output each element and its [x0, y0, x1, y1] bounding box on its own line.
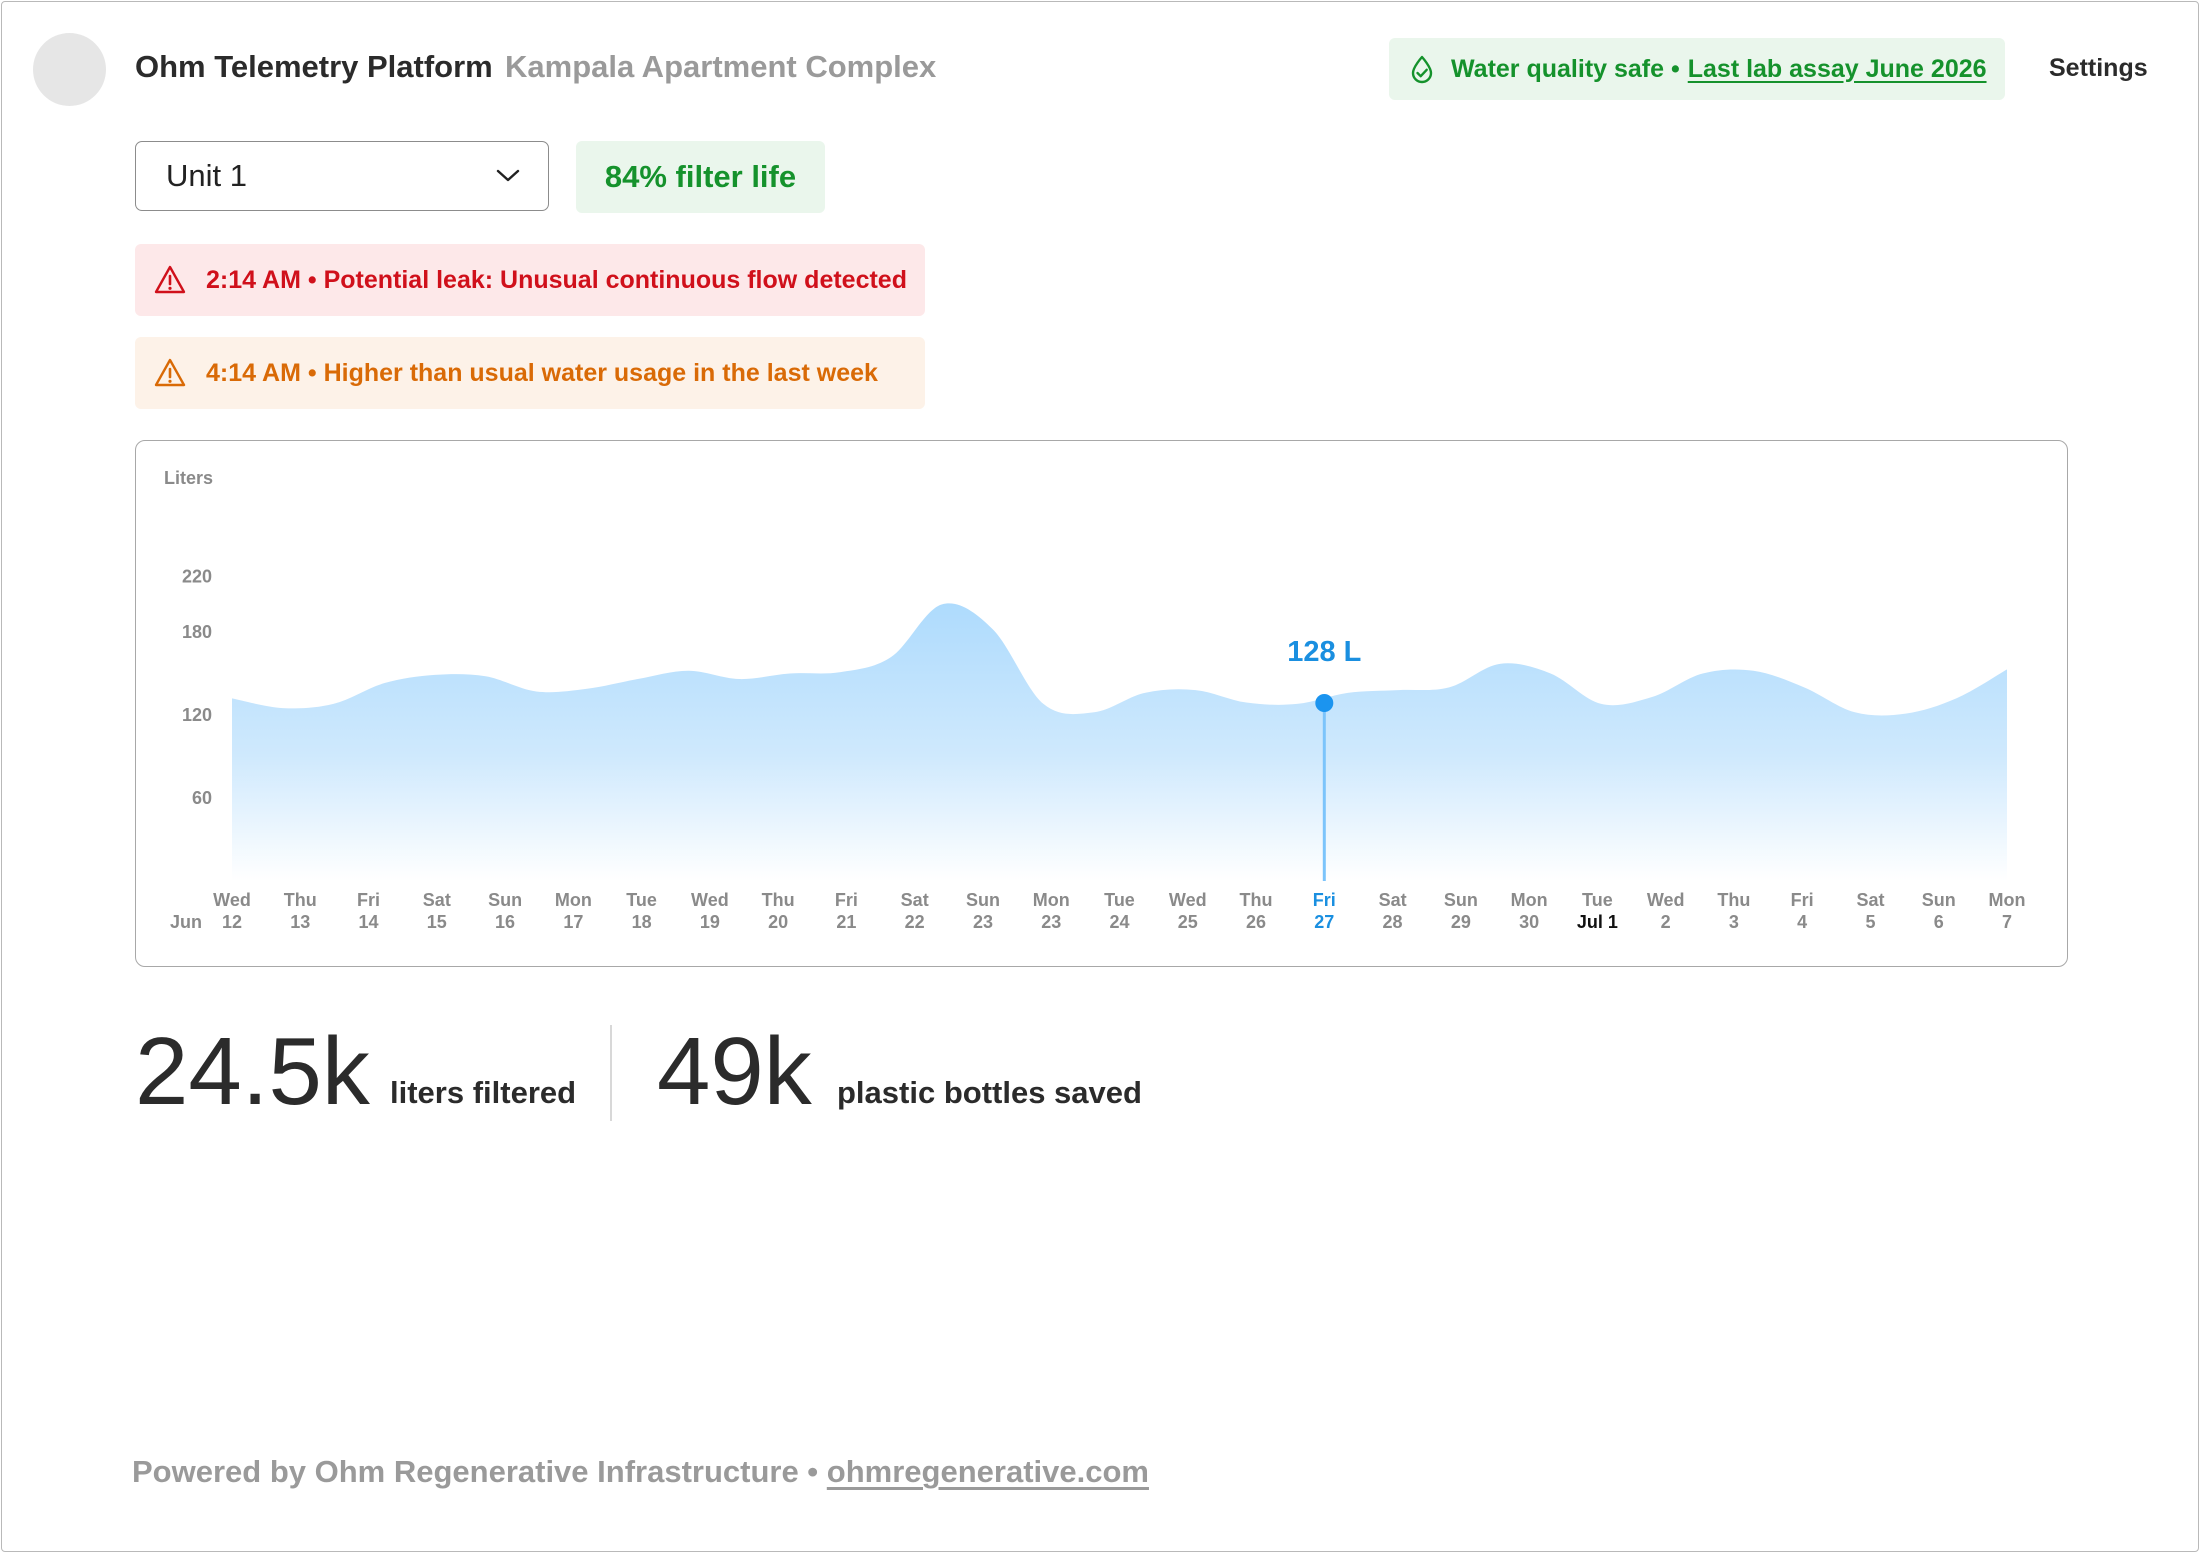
x-tick-date: 12 — [222, 912, 242, 932]
x-tick-date: 14 — [359, 912, 379, 932]
x-tick-date: Jul 1 — [1577, 912, 1618, 932]
unit-select-value: Unit 1 — [166, 158, 247, 193]
x-tick-day: Fri — [357, 890, 380, 910]
x-tick-day: Thu — [284, 890, 317, 910]
x-tick-date: 13 — [290, 912, 310, 932]
x-tick-date: 27 — [1314, 912, 1334, 932]
water-usage-chart-svg[interactable]: Liters60120180220Wed12Thu13Fri14Sat15Sun… — [136, 441, 2066, 965]
leak-alert[interactable]: 2:14 AM • Potential leak: Unusual contin… — [135, 244, 925, 316]
filter-life-badge: 84% filter life — [576, 141, 825, 213]
usage-alert[interactable]: 4:14 AM • Higher than usual water usage … — [135, 337, 925, 409]
x-tick-date: 2 — [1661, 912, 1671, 932]
usage-area — [232, 603, 2007, 881]
x-tick-day: Sun — [1444, 890, 1478, 910]
x-tick-date: 7 — [2002, 912, 2012, 932]
liters-filtered-label: liters filtered — [390, 1075, 577, 1110]
bottles-saved-value: 49k — [657, 1018, 812, 1125]
warning-triangle-icon — [154, 265, 186, 294]
x-tick-date: 18 — [632, 912, 652, 932]
x-tick-date: 21 — [836, 912, 856, 932]
x-tick-date: 17 — [563, 912, 583, 932]
water-quality-status: Water quality safe • — [1451, 54, 1680, 83]
x-tick-day: Thu — [1240, 890, 1273, 910]
x-tick-date: 29 — [1451, 912, 1471, 932]
water-usage-chart: Liters 60 120 180 220 Wed 12 Thu 13 Fri 14 Sat 15 Sun… — [135, 440, 2068, 967]
x-tick-date: 22 — [905, 912, 925, 932]
selected-value-label: 128 L — [1287, 636, 1361, 668]
x-tick-day: Mon — [555, 890, 592, 910]
x-tick-day: Sun — [966, 890, 1000, 910]
lab-assay-link[interactable]: Last lab assay June 2026 — [1687, 54, 1987, 83]
y-axis-label: Liters — [164, 468, 213, 488]
x-tick-day: Fri — [1791, 890, 1814, 910]
x-tick-day: Wed — [1647, 890, 1685, 910]
unit-select[interactable]: Unit 1 — [135, 141, 549, 211]
x-tick-day: Thu — [762, 890, 795, 910]
x-tick-date: 3 — [1729, 912, 1739, 932]
x-tick-date: 16 — [495, 912, 515, 932]
x-tick-date: 25 — [1178, 912, 1198, 932]
avatar[interactable] — [33, 33, 106, 106]
x-tick-day: Mon — [1033, 890, 1070, 910]
x-tick-date: 30 — [1519, 912, 1539, 932]
x-tick-date: 23 — [1041, 912, 1061, 932]
chevron-down-icon — [496, 169, 520, 182]
x-tick-date: 23 — [973, 912, 993, 932]
x-tick-date: 26 — [1246, 912, 1266, 932]
x-tick-day: Sat — [901, 890, 929, 910]
leak-alert-text: 2:14 AM • Potential leak: Unusual contin… — [206, 265, 907, 294]
selected-point — [1315, 694, 1334, 712]
stats-divider — [610, 1025, 612, 1121]
x-tick-date: 15 — [427, 912, 447, 932]
x-tick-day: Sun — [488, 890, 522, 910]
x-tick-day: Sat — [1379, 890, 1407, 910]
x-tick-date: 24 — [1109, 912, 1129, 932]
x-tick-day: Wed — [213, 890, 251, 910]
x-tick-day: Tue — [1582, 890, 1613, 910]
app-title: Ohm Telemetry Platform — [135, 49, 493, 84]
stats-row: 24.5k liters filtered 49k plastic bottle… — [135, 1017, 1335, 1127]
x-tick-date: 6 — [1934, 912, 1944, 932]
footer: Powered by Ohm Regenerative Infrastructu… — [132, 1454, 1149, 1490]
x-tick-day: Fri — [835, 890, 858, 910]
x-tick-date: 19 — [700, 912, 720, 932]
y-tick-label: 120 — [182, 705, 212, 725]
warning-triangle-icon — [154, 358, 186, 387]
footer-text: Powered by Ohm Regenerative Infrastructu… — [132, 1454, 819, 1489]
water-quality-badge: Water quality safe • Last lab assay June… — [1389, 38, 2005, 100]
x-tick-day: Sat — [1856, 890, 1884, 910]
x-tick-day: Mon — [1511, 890, 1548, 910]
x-tick-day: Thu — [1717, 890, 1750, 910]
x-month-label: Jun — [170, 912, 202, 932]
liters-filtered-value: 24.5k — [135, 1018, 370, 1125]
x-tick-date: 20 — [768, 912, 788, 932]
x-tick-day: Wed — [691, 890, 729, 910]
bottles-saved-label: plastic bottles saved — [837, 1075, 1142, 1110]
y-tick-label: 60 — [192, 788, 212, 808]
usage-alert-text: 4:14 AM • Higher than usual water usage … — [206, 358, 878, 387]
footer-website-link[interactable]: ohmregenerative.com — [826, 1454, 1149, 1489]
water-drop-check-icon — [1411, 55, 1433, 84]
x-tick-date: 4 — [1797, 912, 1807, 932]
x-tick-day: Sun — [1922, 890, 1956, 910]
x-tick-day: Fri — [1313, 890, 1336, 910]
site-name: Kampala Apartment Complex — [505, 49, 937, 84]
y-tick-label: 220 — [182, 567, 212, 587]
x-tick-day: Tue — [1104, 890, 1135, 910]
x-tick-day: Tue — [626, 890, 657, 910]
x-tick-day: Wed — [1169, 890, 1207, 910]
x-tick-date: 28 — [1383, 912, 1403, 932]
x-tick-day: Sat — [423, 890, 451, 910]
settings-link[interactable]: Settings — [2049, 54, 2148, 82]
y-tick-label: 180 — [182, 622, 212, 642]
x-tick-date: 5 — [1865, 912, 1875, 932]
x-tick-day: Mon — [1989, 890, 2026, 910]
